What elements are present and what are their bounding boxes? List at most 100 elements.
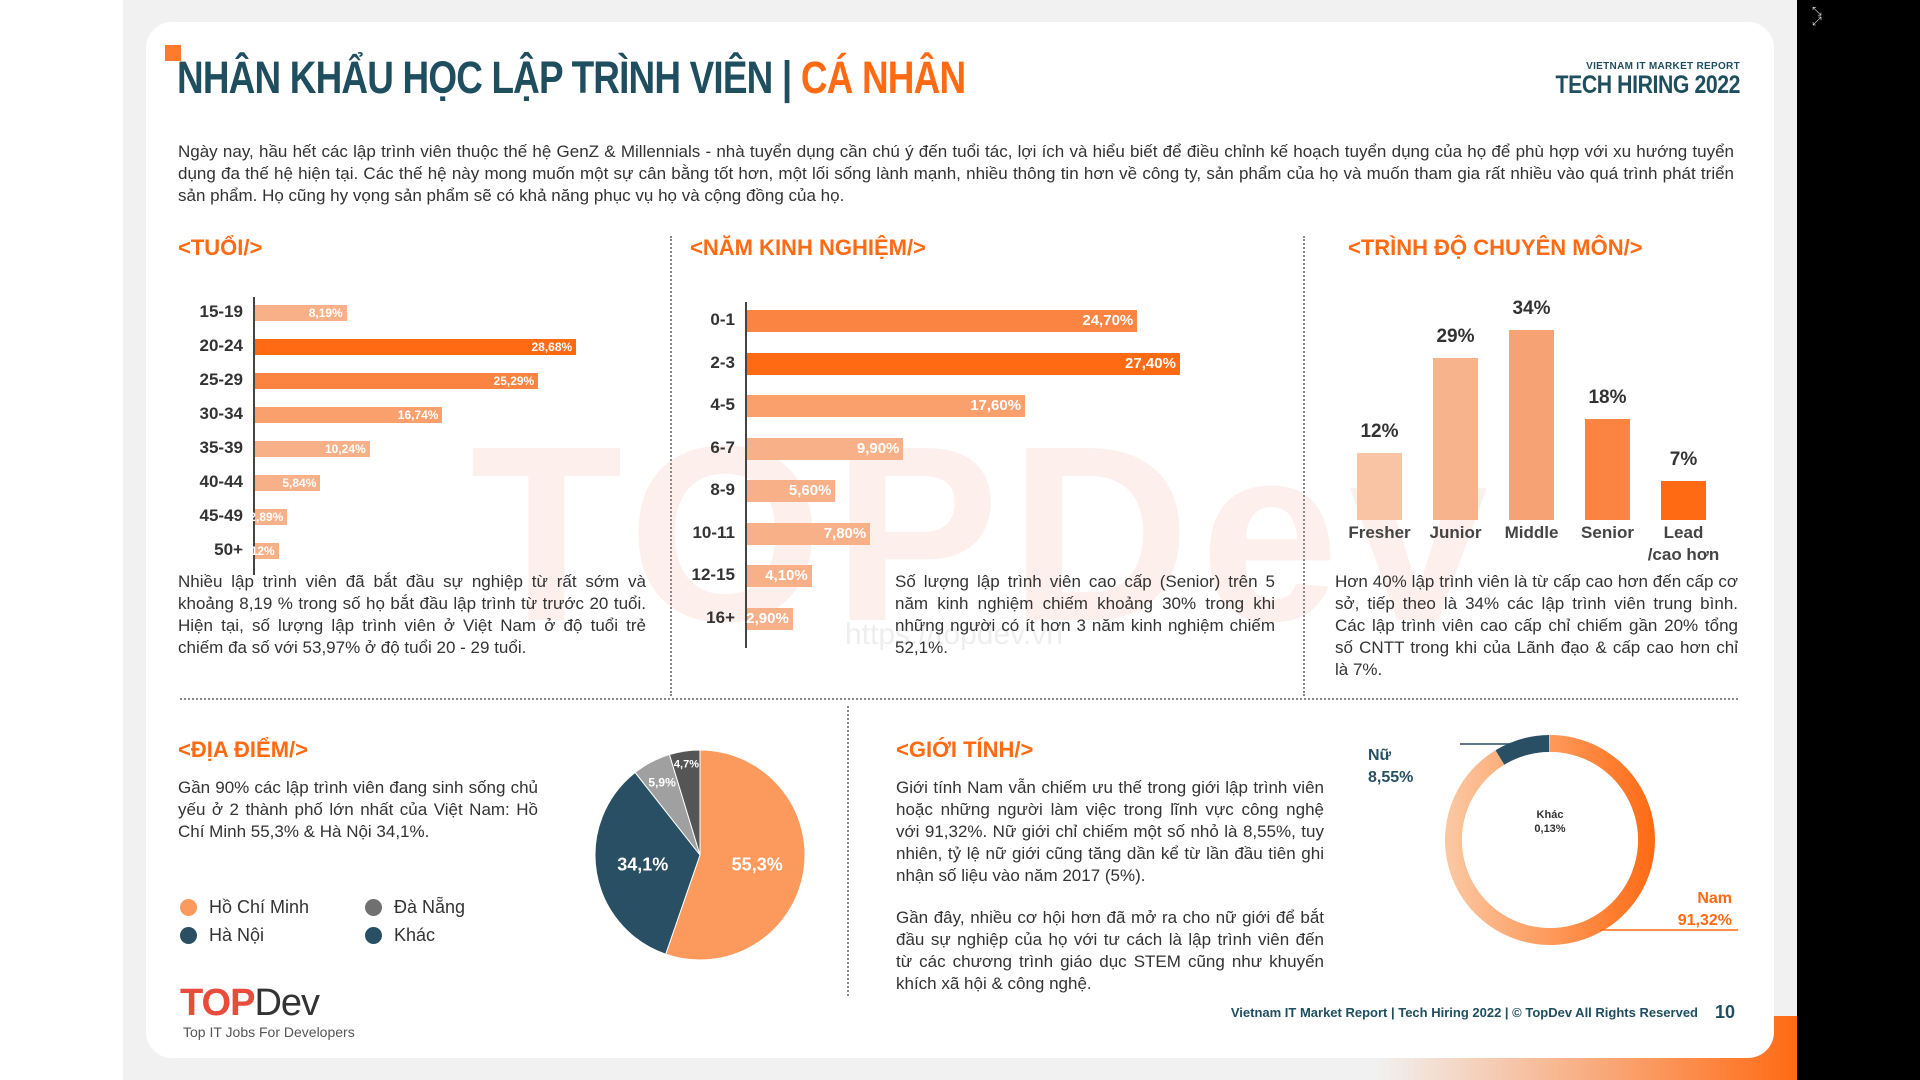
gender-donut-segment <box>1549 735 1550 753</box>
age-bar: 5,84% <box>255 475 321 491</box>
location-legend-item: Hồ Chí Minh <box>180 897 309 918</box>
legend-label: Đà Nẵng <box>394 897 466 917</box>
level-bar <box>1357 452 1402 520</box>
age-data-label: 16,74% <box>397 408 439 422</box>
level-category-line: Senior <box>1581 523 1634 542</box>
experience-data-label: 17,60% <box>970 397 1022 414</box>
gender-description-1: Giới tính Nam vẫn chiếm ưu thế trong giớ… <box>896 778 1324 885</box>
experience-description: Số lượng lập trình viên cao cấp (Senior)… <box>895 572 1275 657</box>
location-legend-item: Đà Nẵng <box>365 897 465 918</box>
level-category-label: Junior <box>1411 522 1501 544</box>
experience-category-label: 8-9 <box>710 480 735 499</box>
age-data-label: 10,24% <box>324 442 366 456</box>
level-description: Hơn 40% lập trình viên là từ cấp cao hơn… <box>1335 572 1738 679</box>
age-bar: 16,74% <box>255 407 443 423</box>
age-bar: 10,24% <box>255 441 370 457</box>
experience-data-label: 2,90% <box>746 609 789 627</box>
level-category-line: /cao hơn <box>1647 545 1720 564</box>
age-data-label: 5,84% <box>282 476 317 490</box>
age-category-label: 20-24 <box>199 336 243 355</box>
age-category-label: 50+ <box>214 540 243 559</box>
experience-data-label: 7,80% <box>823 524 867 542</box>
brand-small: VIETNAM IT MARKET REPORT <box>1586 61 1740 72</box>
gender-donut-hole <box>1462 752 1638 928</box>
age-bar: 25,29% <box>255 373 539 389</box>
gender-label-other-name: Khác <box>1537 809 1564 821</box>
experience-bar: 2,90% <box>746 607 793 630</box>
location-pie-slice <box>668 749 701 856</box>
level-category-label: Middle <box>1487 522 1577 544</box>
level-bar <box>1661 480 1706 520</box>
experience-bar: 7,80% <box>747 522 871 545</box>
page-title: NHÂN KHẨU HỌC LẬP TRÌNH VIÊN | CÁ NHÂN <box>177 52 966 104</box>
legend-swatch <box>180 899 197 916</box>
title-accent-square <box>165 45 181 61</box>
fullscreen-exit-icon[interactable]: ⤡ ⤢ <box>1812 4 1822 28</box>
legend-swatch <box>180 927 197 944</box>
legend-label: Hà Nội <box>209 925 265 945</box>
footer-tagline: Top IT Jobs For Developers <box>183 1024 355 1040</box>
experience-category-label: 4-5 <box>710 395 735 414</box>
age-data-label: 2,12% <box>240 544 275 558</box>
location-legend-item: Hà Nội <box>180 925 264 946</box>
age-data-label: 8,19% <box>308 306 343 320</box>
experience-category-label: 6-7 <box>710 437 735 457</box>
gender-label-male-value: 91,32% <box>1678 912 1732 929</box>
level-category-label: Fresher <box>1335 522 1425 544</box>
experience-bar: 17,60% <box>747 395 1026 417</box>
experience-bar: 9,90% <box>747 437 904 460</box>
location-pie-chart: 55,3% 34,1% 5,9% 4,7% <box>594 749 806 961</box>
location-pie-slice <box>594 771 701 955</box>
experience-data-label: 27,40% <box>1125 354 1176 372</box>
footer-copyright: Vietnam IT Market Report | Tech Hiring 2… <box>1230 1005 1698 1020</box>
age-data-label: 25,29% <box>493 374 535 388</box>
experience-bar: 4,10% <box>747 565 812 587</box>
level-bar <box>1433 357 1478 520</box>
report-brand: VIETNAM IT MARKET REPORT TECH HIRING 202… <box>1523 61 1740 98</box>
section-title-age: <TUỔI/> <box>178 235 263 260</box>
age-axis <box>253 297 255 575</box>
divider-vertical-3 <box>847 706 849 996</box>
level-data-label: 29% <box>1436 325 1475 347</box>
age-category-label: 25-29 <box>199 370 243 389</box>
level-category-line: Middle <box>1504 523 1559 542</box>
section-title-experience: <NĂM KINH NGHIỆM/> <box>690 235 926 260</box>
experience-data-label: 9,90% <box>856 439 900 457</box>
section-title-gender: <GIỚI TÍNH/> <box>896 737 1034 762</box>
outer-background-left <box>0 0 123 1080</box>
age-bar: 2,12% <box>241 543 279 559</box>
gender-label-female-value: 8,55% <box>1368 769 1413 786</box>
age-category-label: 40-44 <box>199 472 243 491</box>
experience-axis <box>745 302 747 648</box>
section-title-location: <ĐỊA ĐIỂM/> <box>178 737 308 762</box>
age-category-label: 15-19 <box>199 302 243 321</box>
gender-description-2: Gần đây, nhiều cơ hội hơn đã mở ra cho n… <box>896 908 1324 993</box>
divider-horizontal <box>180 698 1738 700</box>
experience-category-label: 0-1 <box>710 310 735 329</box>
level-data-label: 12% <box>1360 420 1399 442</box>
watermark-logo: TOPDev <box>470 394 1499 673</box>
divider-vertical-1 <box>670 236 672 696</box>
legend-swatch <box>365 927 382 944</box>
brand-big: TECH HIRING 2022 <box>1555 71 1740 99</box>
gender-label-female-name: Nữ <box>1368 747 1392 764</box>
intro-paragraph: Ngày nay, hầu hết các lập trình viên thu… <box>178 142 1734 205</box>
experience-category-label: 16+ <box>706 607 735 627</box>
level-category-line: Lead <box>1663 523 1704 542</box>
location-pie-label: 4,7% <box>674 759 699 771</box>
level-category-label: Senior <box>1563 522 1653 544</box>
location-pie-label: 34,1% <box>617 855 668 875</box>
gender-label-other-value: 0,13% <box>1534 823 1565 835</box>
legend-swatch <box>365 899 382 916</box>
experience-bar: 27,40% <box>747 352 1180 375</box>
legend-label: Khác <box>394 925 436 945</box>
experience-category-label: 2-3 <box>710 352 735 372</box>
section-title-level: <TRÌNH ĐỘ CHUYÊN MÔN/> <box>1348 235 1643 260</box>
location-legend-item: Khác <box>365 925 435 946</box>
gender-label-male-name: Nam <box>1697 890 1732 907</box>
level-category-line: Junior <box>1429 523 1482 542</box>
age-category-label: 30-34 <box>199 404 243 423</box>
age-bar: 2,89% <box>249 509 288 525</box>
outer-background-right <box>1797 0 1920 1080</box>
level-data-label: 7% <box>1669 448 1698 470</box>
